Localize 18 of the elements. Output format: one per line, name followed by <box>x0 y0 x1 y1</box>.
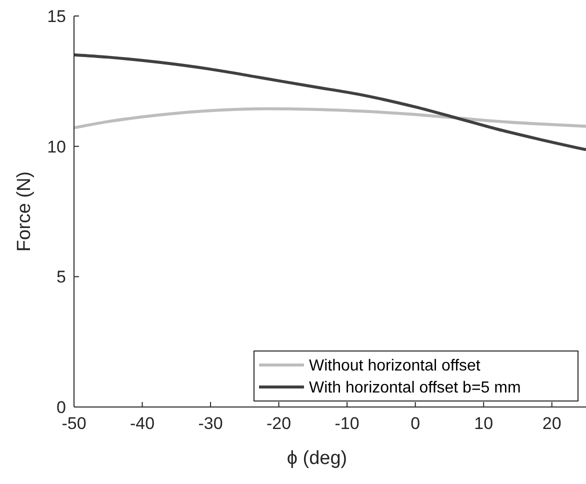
x-tick-label: -10 <box>334 414 360 433</box>
x-tick-label: -50 <box>62 414 86 433</box>
line-series <box>74 53 586 152</box>
y-tick-label: 10 <box>47 137 66 156</box>
x-tick-label: -30 <box>198 414 223 433</box>
y-axis-title: Force (N) <box>14 171 35 252</box>
x-tick-label: 10 <box>474 414 494 433</box>
x-tick-label: -20 <box>266 414 292 433</box>
x-axis-title: ϕ (deg) <box>286 448 348 469</box>
x-tick-label: 20 <box>542 414 562 433</box>
legend-label: Without horizontal offset <box>309 358 481 375</box>
x-tick-label: 0 <box>410 414 420 433</box>
y-tick-label: 15 <box>47 6 66 26</box>
y-tick-label: 5 <box>56 268 66 287</box>
legend-label: With horizontal offset b=5 mm <box>309 380 521 397</box>
x-tick-label: -40 <box>130 414 155 433</box>
line-series <box>74 107 586 130</box>
y-tick-label: 0 <box>56 398 66 417</box>
